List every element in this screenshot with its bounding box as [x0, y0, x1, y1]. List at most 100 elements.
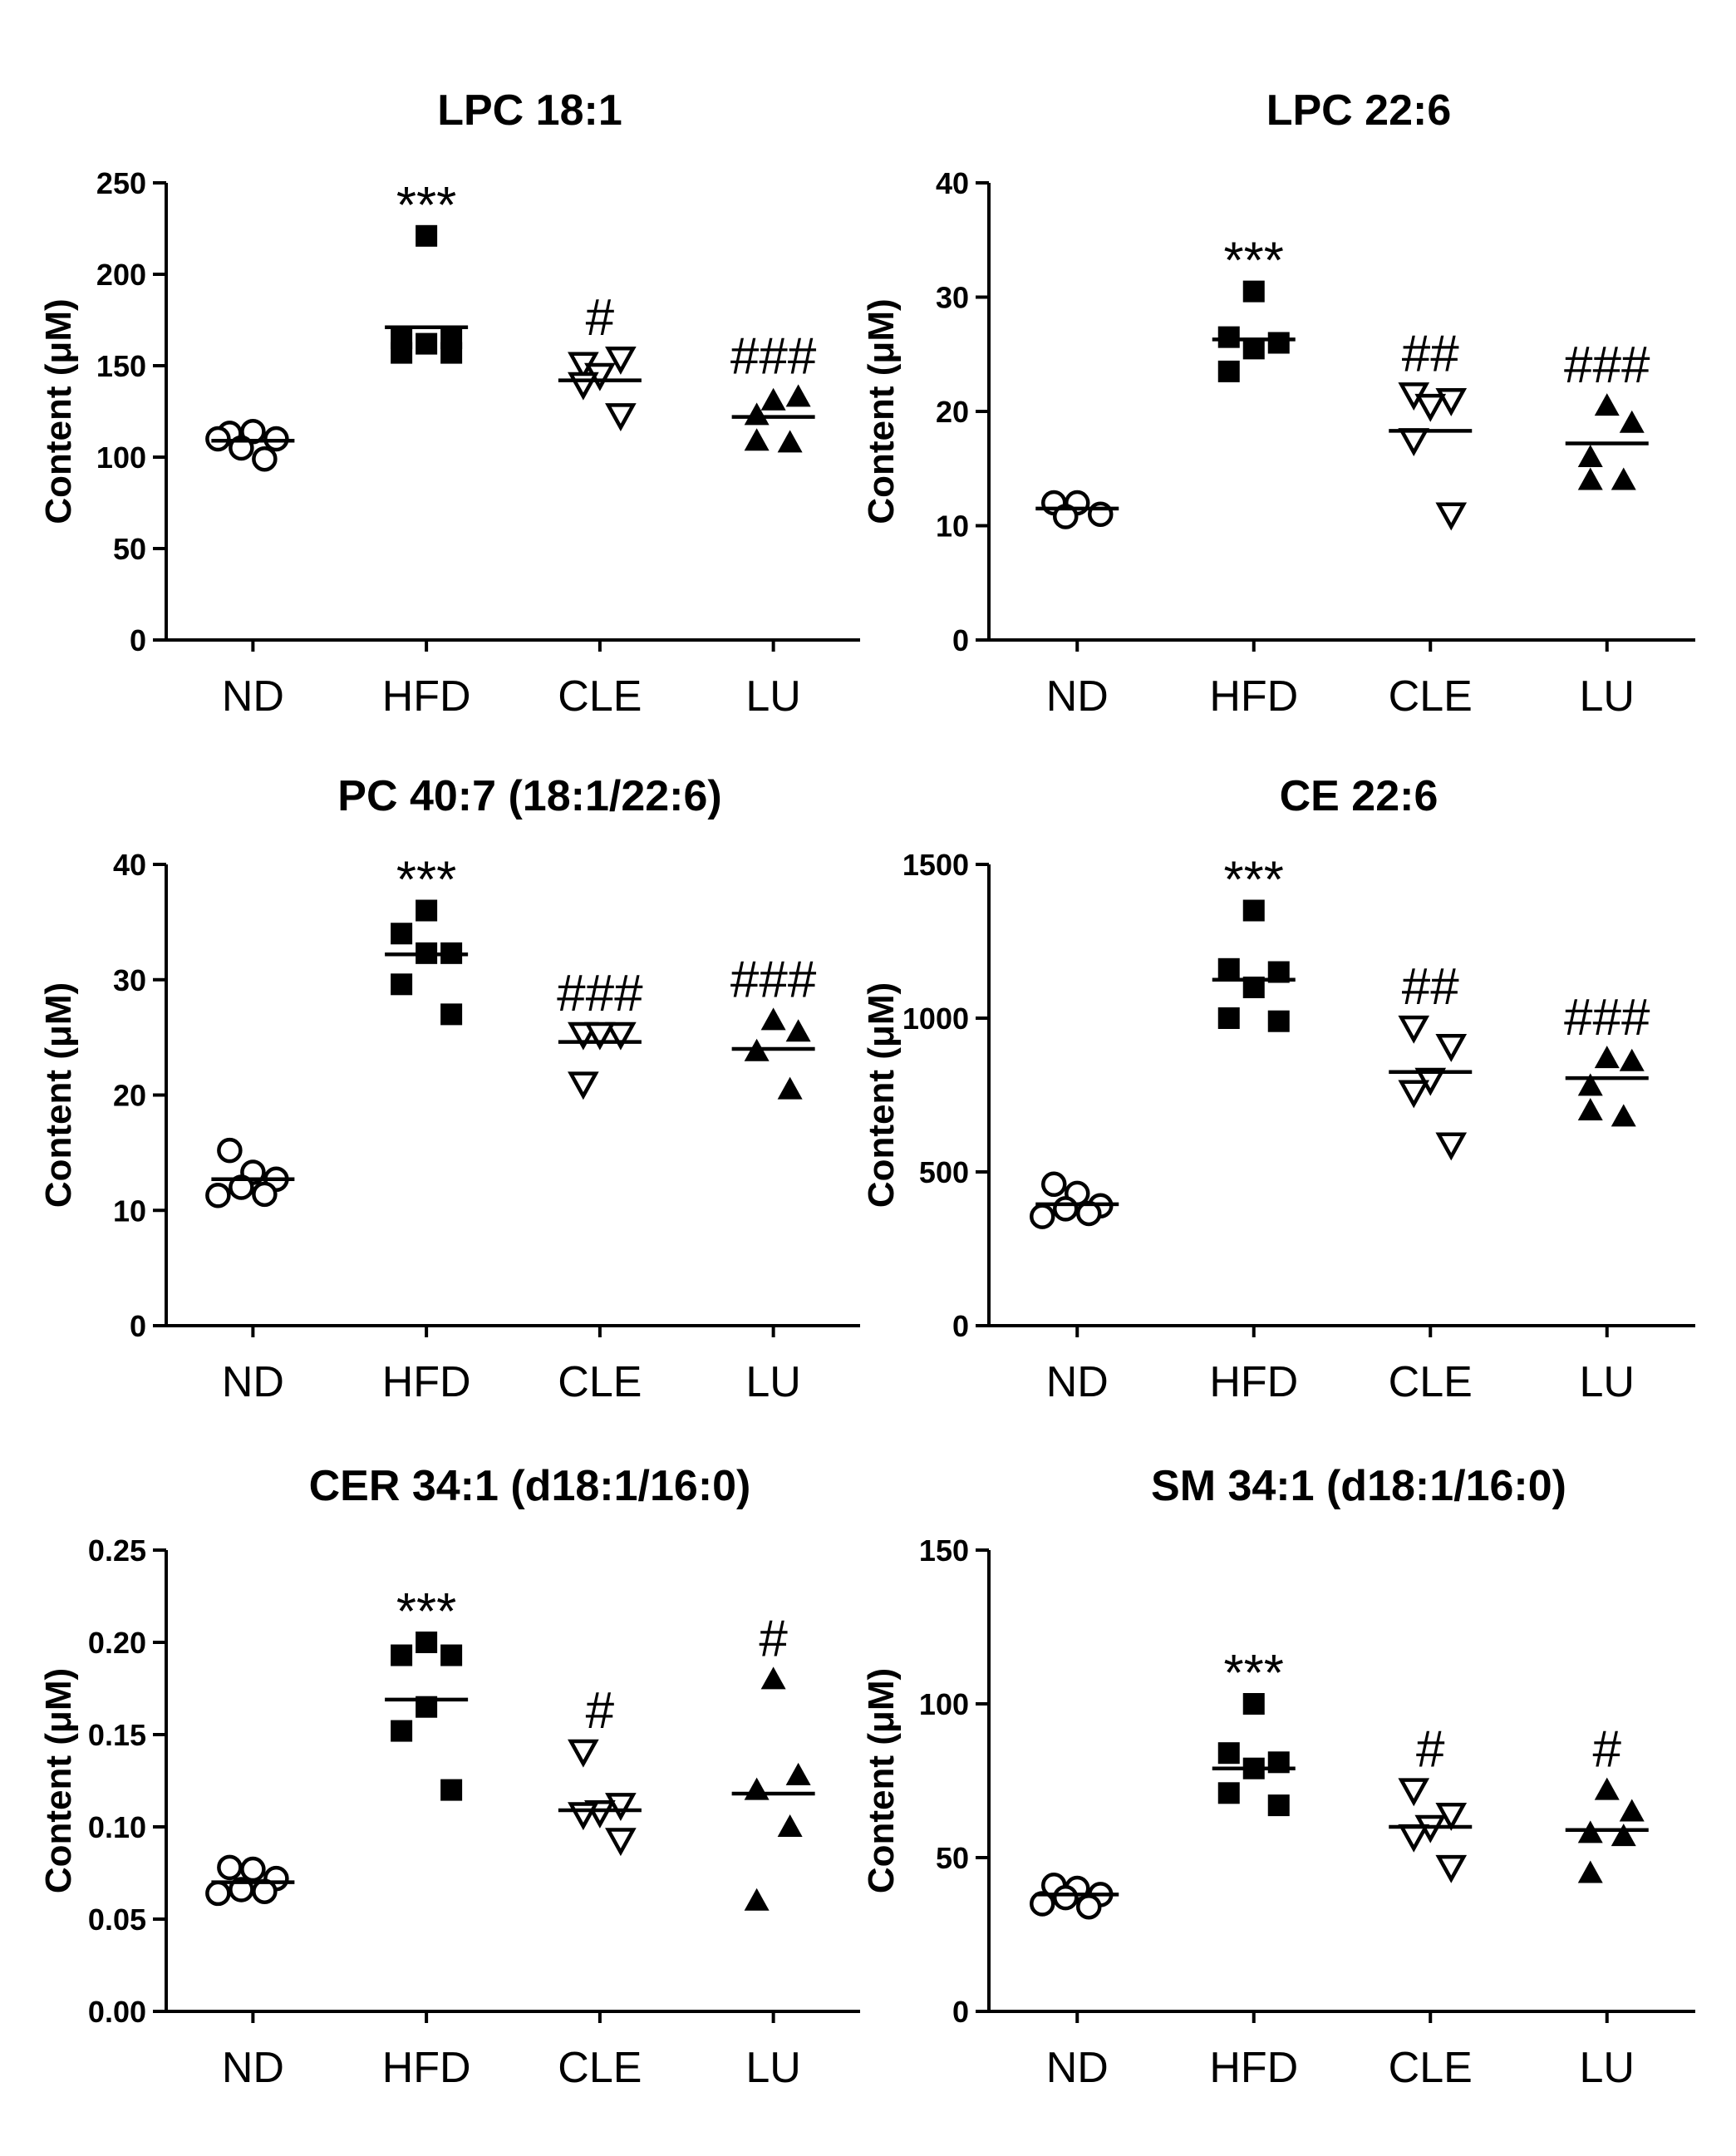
x-tick-label: ND — [1046, 2044, 1109, 2092]
x-tick-label: ND — [222, 1358, 284, 1406]
data-point — [1398, 1778, 1430, 1807]
chart-panel-6: SM 34:1 (d18:1/16:0) 0 50 100 150 Content (μM… — [861, 1462, 1695, 2092]
significance-marker: ### — [730, 951, 817, 1008]
significance-marker: ## — [1402, 958, 1459, 1016]
y-tick-label: 500 — [919, 1155, 969, 1189]
data-point — [440, 1003, 463, 1026]
x-tick-label: CLE — [1389, 672, 1473, 721]
data-point — [205, 1182, 231, 1208]
data-point — [1267, 1010, 1290, 1032]
significance-marker: *** — [396, 1583, 456, 1641]
data-point — [1053, 1884, 1079, 1911]
data-point — [1242, 899, 1265, 922]
significance-marker: # — [1593, 1721, 1622, 1779]
data-point — [1577, 1098, 1603, 1120]
data-point — [744, 1888, 770, 1911]
data-point — [1217, 1782, 1240, 1804]
data-point — [205, 1880, 231, 1907]
x-tick-label: CLE — [558, 1358, 642, 1406]
y-axis-label: Content (μM) — [38, 1668, 79, 1893]
data-point — [605, 1828, 637, 1857]
significance-marker: ### — [1564, 337, 1650, 394]
x-tick-label: ND — [222, 672, 284, 721]
y-tick-label: 200 — [96, 258, 146, 292]
significance-marker: ### — [1564, 989, 1650, 1046]
data-point — [440, 342, 463, 364]
data-point — [785, 1762, 811, 1785]
data-point — [1242, 337, 1265, 360]
x-tick-label: LU — [745, 1358, 800, 1406]
y-tick-label: 0 — [130, 1309, 146, 1343]
data-point — [568, 1802, 599, 1831]
data-point — [1414, 393, 1447, 422]
y-tick-label: 0 — [130, 623, 146, 657]
data-point — [760, 1007, 786, 1031]
significance-marker: *** — [1224, 233, 1284, 290]
data-point — [1398, 1015, 1430, 1044]
y-axis-label: Content (μM) — [861, 982, 902, 1208]
x-tick-label: CLE — [1389, 1358, 1473, 1406]
x-tick-label: CLE — [558, 2044, 642, 2092]
data-point — [1577, 1860, 1603, 1883]
data-point — [1053, 504, 1079, 529]
panel-title: LPC 18:1 — [437, 86, 622, 135]
y-axis-label: Content (μM) — [38, 982, 79, 1208]
data-point — [777, 430, 803, 453]
x-tick-label: CLE — [558, 672, 642, 721]
y-tick-label: 50 — [113, 532, 146, 566]
data-point — [1217, 957, 1240, 980]
x-tick-label: LU — [1580, 2044, 1635, 2092]
data-point — [1041, 1171, 1067, 1198]
y-tick-label: 1000 — [902, 1002, 969, 1036]
y-tick-label: 30 — [936, 281, 969, 315]
significance-marker: # — [1416, 1721, 1445, 1779]
data-point — [1242, 1693, 1265, 1715]
data-point — [416, 899, 438, 922]
data-point — [252, 1181, 278, 1208]
data-point — [1435, 1132, 1468, 1161]
y-tick-label: 0.15 — [88, 1718, 146, 1752]
data-point — [391, 923, 413, 945]
data-point — [1619, 410, 1645, 433]
data-point — [440, 1644, 463, 1666]
data-point — [217, 1854, 243, 1881]
significance-marker: ### — [730, 327, 817, 385]
chart-panel-4: CE 22:6 0 500 1000 1500 Content (μM) ND HFD CLE L… — [861, 772, 1695, 1406]
panel-title: CE 22:6 — [1280, 772, 1438, 820]
data-point — [760, 1666, 786, 1690]
y-tick-label: 0 — [952, 1995, 969, 2029]
data-point — [1217, 1742, 1240, 1765]
y-tick-label: 20 — [936, 395, 969, 429]
chart-panel-1: LPC 18:1 0 50 100 150 200 250 Content (μM) ND HFD… — [38, 86, 860, 721]
y-tick-label: 0.00 — [88, 1995, 146, 2029]
data-point — [252, 445, 278, 472]
data-point — [1030, 1204, 1055, 1229]
x-tick-label: HFD — [382, 672, 471, 721]
data-point — [568, 1071, 599, 1100]
panel-title: PC 40:7 (18:1/22:6) — [337, 772, 721, 820]
data-point — [1267, 332, 1290, 354]
panel-title: LPC 22:6 — [1266, 86, 1452, 135]
y-tick-label: 20 — [113, 1079, 146, 1113]
data-point — [785, 384, 811, 407]
x-tick-label: LU — [1580, 672, 1635, 721]
data-point — [568, 372, 599, 401]
y-axis-label: Content (μM) — [861, 1668, 902, 1893]
y-tick-label: 100 — [96, 441, 146, 475]
y-axis-label: Content (μM) — [38, 298, 79, 524]
y-tick-label: 10 — [113, 1194, 146, 1228]
x-tick-label: HFD — [382, 2044, 471, 2092]
y-tick-label: 40 — [936, 166, 969, 200]
y-tick-label: 0.25 — [88, 1533, 146, 1568]
data-point — [760, 387, 786, 411]
x-tick-label: ND — [1046, 1358, 1109, 1406]
data-point — [1435, 1034, 1468, 1062]
data-point — [1053, 1196, 1079, 1222]
data-point — [1076, 1893, 1102, 1920]
x-tick-label: HFD — [1209, 672, 1298, 721]
data-point — [1577, 1073, 1603, 1096]
data-point — [1242, 280, 1265, 303]
significance-marker: *** — [1224, 852, 1284, 909]
data-point — [217, 1137, 243, 1164]
